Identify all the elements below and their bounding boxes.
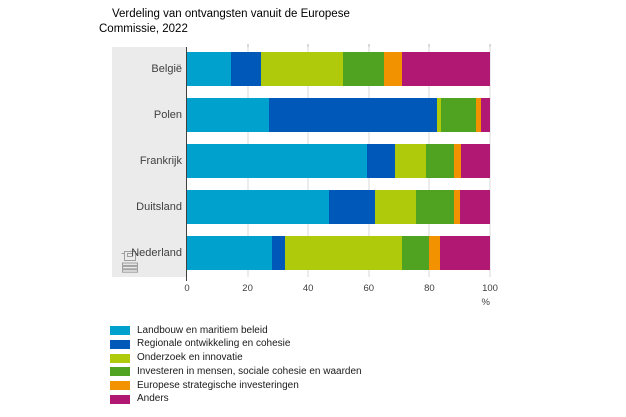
category-label-polen: Polen <box>153 109 182 121</box>
legend-swatch-4 <box>110 381 130 391</box>
bar-segment <box>261 52 344 86</box>
legend-item-0: Landbouw en maritiem beleid <box>110 324 362 336</box>
category-label-duitsland: Duitsland <box>136 201 182 213</box>
bar-segment <box>271 236 286 270</box>
bar-segment <box>459 190 490 224</box>
bar-segment <box>367 144 395 178</box>
gridline-100 <box>489 47 491 277</box>
legend-label-0: Landbouw en maritiem beleid <box>137 324 268 336</box>
bar-segment <box>230 52 262 86</box>
bar-segment <box>441 98 477 132</box>
bar-segment <box>436 98 442 132</box>
legend-label-3: Investeren in mensen, sociale cohesie en… <box>137 365 362 377</box>
legend-swatch-0 <box>110 326 130 335</box>
legend-swatch-1 <box>110 339 130 349</box>
legend-item-4: Europese strategische investeringen <box>110 379 362 391</box>
bar-belgië <box>187 52 490 86</box>
x-tick-label-60: 60 <box>363 283 375 294</box>
legend-item-2: Onderzoek en innovatie <box>110 352 362 364</box>
legend-item-3: Investeren in mensen, sociale cohesie en… <box>110 365 362 377</box>
category-label-frankrijk: Frankrijk <box>139 155 182 167</box>
legend-item-5: Anders <box>110 393 362 405</box>
top-tick-40 <box>307 44 309 47</box>
bar-segment <box>329 190 375 224</box>
x-axis-unit-label: % <box>481 297 490 308</box>
legend-label-2: Onderzoek en innovatie <box>137 352 243 364</box>
x-tick-label-0: 0 <box>184 283 190 294</box>
legend-swatch-5 <box>110 394 130 404</box>
x-tick-label-80: 80 <box>424 283 435 294</box>
legend-swatch-2 <box>110 353 130 363</box>
category-label-panel: België Polen Frankrijk Duitsland Nederland <box>112 47 186 277</box>
x-tick-label-20: 20 <box>242 283 253 294</box>
top-tick-60 <box>368 44 370 47</box>
plot-area <box>187 44 491 277</box>
bar-segment <box>187 190 330 224</box>
x-axis: 0 20 40 60 80 100 <box>184 283 498 295</box>
bar-segment <box>402 52 490 86</box>
bar-segment <box>426 144 454 178</box>
bar-segment <box>383 52 403 86</box>
bar-segment <box>461 144 490 178</box>
bar-segment <box>187 236 272 270</box>
bar-polen <box>187 98 490 132</box>
bar-segment <box>268 98 437 132</box>
legend-item-1: Regionale ontwikkeling en cohesie <box>110 338 362 350</box>
bar-segment <box>187 52 231 86</box>
legend: Landbouw en maritiem beleid Regionale ont… <box>110 324 362 405</box>
legend-label-4: Europese strategische investeringen <box>137 379 299 391</box>
bar-frankrijk <box>187 144 490 178</box>
legend-swatch-3 <box>110 367 130 377</box>
bar-segment <box>394 144 427 178</box>
bar-segment <box>402 236 430 270</box>
bar-segment <box>187 144 368 178</box>
top-tick-80 <box>428 44 430 47</box>
y-axis-line <box>186 47 187 281</box>
chart-title: Verdeling van ontvangsten vanuit de Euro… <box>99 8 350 35</box>
bar-segment <box>453 144 462 178</box>
legend-label-5: Anders <box>137 393 169 405</box>
cbs-logo-icon <box>121 251 139 273</box>
bar-segment <box>285 236 403 270</box>
bar-segment <box>480 98 490 132</box>
x-tick-label-100: 100 <box>482 283 498 294</box>
category-label-belgië: België <box>151 63 182 75</box>
category-label-nederland: Nederland <box>131 247 182 259</box>
bar-segment <box>374 190 416 224</box>
bar-segment <box>429 236 440 270</box>
bar-segment <box>453 190 460 224</box>
bar-segment <box>439 236 490 270</box>
top-tick-100 <box>489 44 491 47</box>
bar-segment <box>415 190 454 224</box>
legend-label-1: Regionale ontwikkeling en cohesie <box>137 338 291 350</box>
bar-nederland <box>187 236 490 270</box>
bar-segment <box>343 52 384 86</box>
bar-segment <box>476 98 481 132</box>
x-tick-label-40: 40 <box>302 283 314 294</box>
bar-segment <box>187 98 269 132</box>
top-tick-20 <box>247 44 249 47</box>
bar-duitsland <box>187 190 490 224</box>
